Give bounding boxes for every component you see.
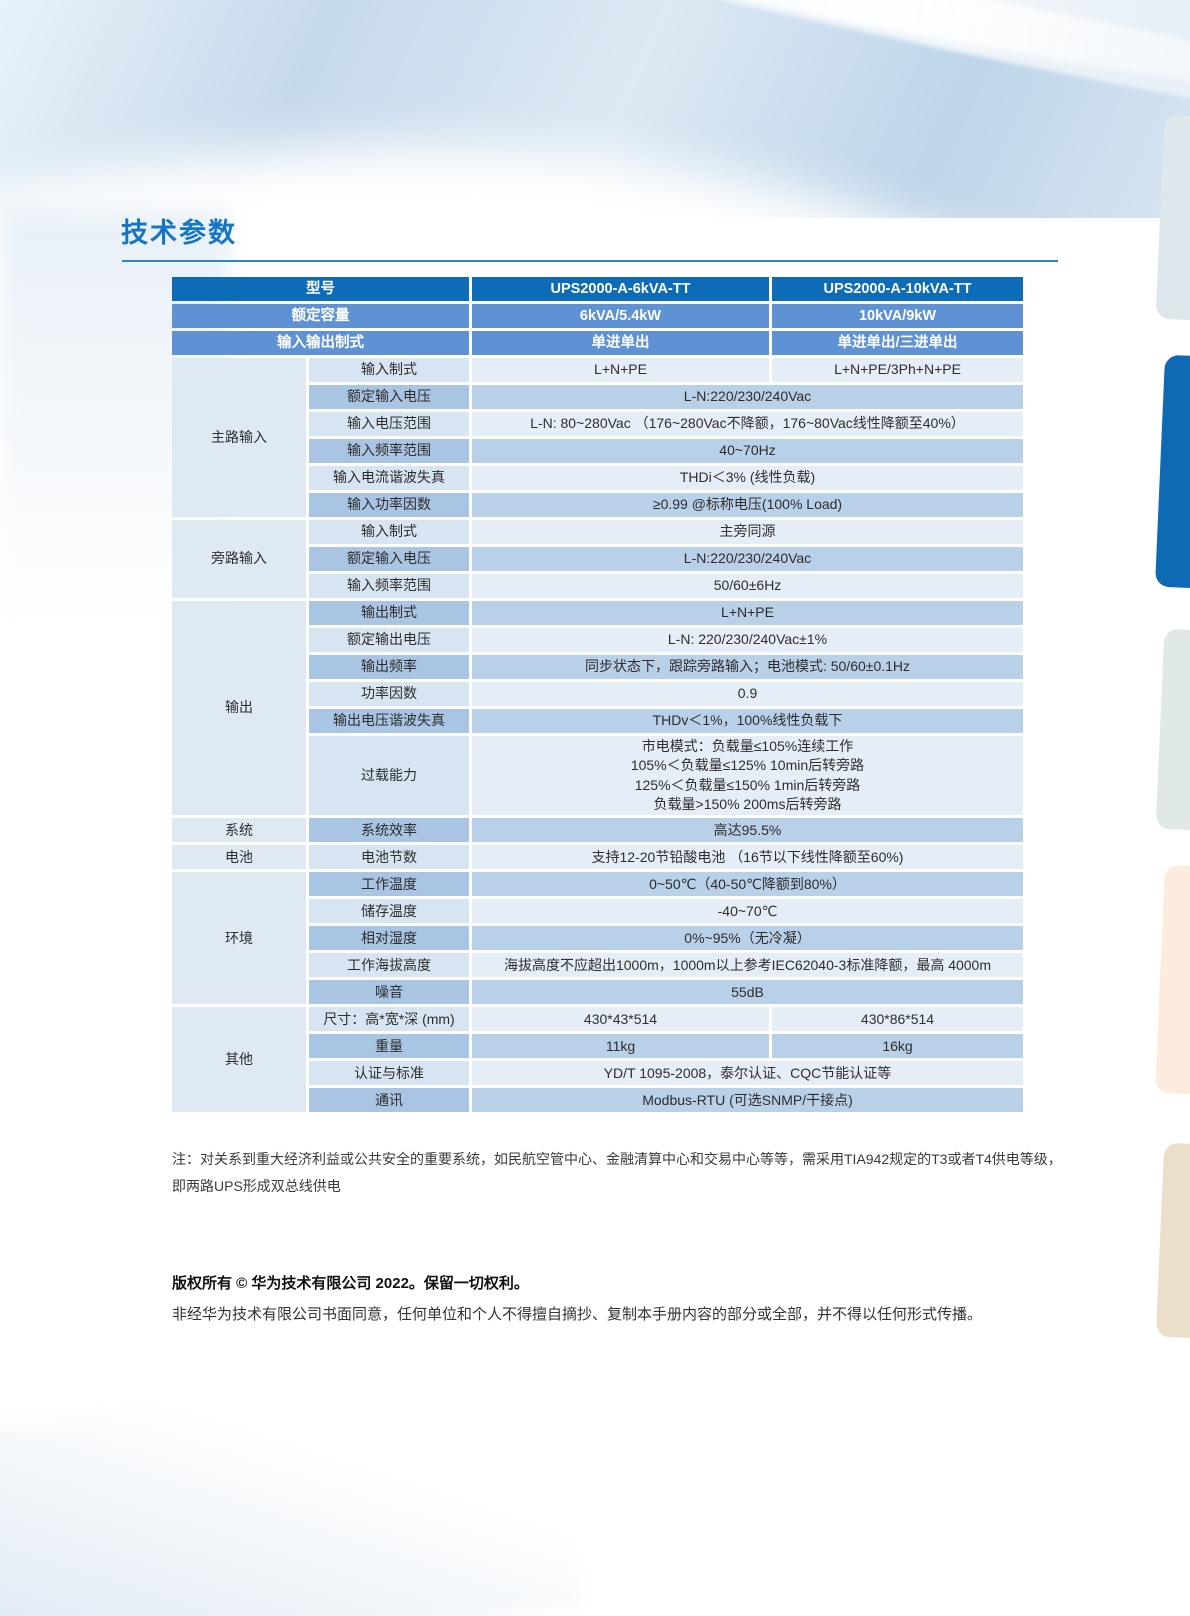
table-param-cell: 过载能力 [309, 736, 469, 816]
table-value-cell: L-N:220/230/240Vac [472, 547, 1023, 571]
table-header-model-2: UPS2000-A-10kVA-TT [772, 277, 1023, 301]
table-value-cell: THDi＜3% (线性负载) [472, 466, 1023, 490]
side-tab-decor-5 [1155, 1142, 1190, 1340]
table-param-cell: 额定输入电压 [309, 547, 469, 571]
table-value-cell: 430*86*514 [772, 1007, 1023, 1032]
table-param-cell: 输出制式 [309, 601, 469, 625]
table-value-cell: 50/60±6Hz [472, 574, 1023, 598]
table-param-cell: 输入功率因数 [309, 493, 469, 517]
table-header-model-2: 10kVA/9kW [772, 304, 1023, 328]
table-value-cell: L+N+PE [472, 601, 1023, 625]
table-param-cell: 功率因数 [309, 682, 469, 706]
spec-table-container: 型号 UPS2000-A-6kVA-TT UPS2000-A-10kVA-TT 额定容… [169, 274, 1026, 1115]
table-value-cell: -40~70℃ [472, 899, 1023, 924]
table-header-model-1: UPS2000-A-6kVA-TT [472, 277, 769, 301]
table-value-cell: L+N+PE [472, 358, 769, 382]
banner-white-curve [0, 148, 1190, 218]
table-value-cell: 430*43*514 [472, 1007, 769, 1032]
table-value-cell: L-N:220/230/240Vac [472, 385, 1023, 409]
table-param-cell: 系统效率 [309, 818, 469, 843]
table-value-cell: ≥0.99 @标称电压(100% Load) [472, 493, 1023, 517]
table-param-cell: 输入制式 [309, 520, 469, 544]
table-value-cell: 市电模式：负载量≤105%连续工作 105%＜负载量≤125% 10min后转旁路… [472, 736, 1023, 816]
table-value-cell: 海拔高度不应超出1000m，1000m以上参考IEC62040-3标准降额，最高… [472, 953, 1023, 978]
table-category-cell: 环境 [172, 872, 306, 1005]
table-value-cell: 0%~95%（无冷凝） [472, 926, 1023, 951]
table-param-cell: 输入频率范围 [309, 574, 469, 598]
table-category-cell: 电池 [172, 845, 306, 870]
table-value-cell: YD/T 1095-2008，泰尔认证、CQC节能认证等 [472, 1061, 1023, 1086]
table-category-cell: 主路输入 [172, 358, 306, 517]
table-header-model-1: 6kVA/5.4kW [472, 304, 769, 328]
table-param-cell: 电池节数 [309, 845, 469, 870]
table-param-cell: 工作海拔高度 [309, 953, 469, 978]
side-tab-decor-4 [1155, 864, 1190, 1096]
table-header-label: 额定容量 [172, 304, 469, 328]
table-value-cell: 16kg [772, 1034, 1023, 1059]
table-param-cell: 输入制式 [309, 358, 469, 382]
table-param-cell: 输出频率 [309, 655, 469, 679]
table-value-cell: Modbus-RTU (可选SNMP/干接点) [472, 1088, 1023, 1113]
table-value-cell: 同步状态下，跟踪旁路输入；电池模式: 50/60±0.1Hz [472, 655, 1023, 679]
decorative-banner [0, 0, 1190, 218]
title-underline [122, 260, 1058, 262]
table-value-cell: 0.9 [472, 682, 1023, 706]
table-category-cell: 旁路输入 [172, 520, 306, 598]
table-param-cell: 工作温度 [309, 872, 469, 897]
page-title: 技术参数 [121, 218, 237, 248]
table-value-cell: 11kg [472, 1034, 769, 1059]
table-value-cell: L-N: 220/230/240Vac±1% [472, 628, 1023, 652]
table-param-cell: 重量 [309, 1034, 469, 1059]
side-tab-decor-3 [1155, 628, 1190, 832]
table-param-cell: 储存温度 [309, 899, 469, 924]
table-value-cell: 主旁同源 [472, 520, 1023, 544]
table-param-cell: 尺寸：高*宽*深 (mm) [309, 1007, 469, 1032]
bottom-wisp-decor [0, 1357, 583, 1616]
table-param-cell: 额定输出电压 [309, 628, 469, 652]
copyright-notice: 非经华为技术有限公司书面同意，任何单位和个人不得擅自摘抄、复制本手册内容的部分或… [172, 1306, 983, 1323]
footnote: 注：对关系到重大经济利益或公共安全的重要系统，如民航空管中心、金融清算中心和交易… [172, 1151, 1062, 1194]
table-value-cell: 0~50℃（40-50℃降额到80%） [472, 872, 1023, 897]
table-category-cell: 系统 [172, 818, 306, 843]
table-param-cell: 噪音 [309, 980, 469, 1005]
table-param-cell: 通讯 [309, 1088, 469, 1113]
table-param-cell: 输入频率范围 [309, 439, 469, 463]
table-value-cell: 支持12-20节铅酸电池 （16节以下线性降额至60%) [472, 845, 1023, 870]
table-value-cell: THDv＜1%，100%线性负载下 [472, 709, 1023, 733]
table-param-cell: 认证与标准 [309, 1061, 469, 1086]
table-value-cell: 高达95.5% [472, 818, 1023, 843]
table-header-model-1: 单进单出 [472, 331, 769, 355]
table-header-label: 型号 [172, 277, 469, 301]
table-param-cell: 额定输入电压 [309, 385, 469, 409]
spec-table: 型号 UPS2000-A-6kVA-TT UPS2000-A-10kVA-TT 额定容… [169, 274, 1026, 1115]
table-header-model-2: 单进单出/三进单出 [772, 331, 1023, 355]
table-value-cell: L-N: 80~280Vac （176~280Vac不降额，176~80Vac线… [472, 412, 1023, 436]
table-value-cell: L+N+PE/3Ph+N+PE [772, 358, 1023, 382]
table-header-label: 输入输出制式 [172, 331, 469, 355]
table-value-cell: 40~70Hz [472, 439, 1023, 463]
copyright-line: 版权所有 © 华为技术有限公司 2022。保留一切权利。 [172, 1275, 529, 1292]
table-category-cell: 输出 [172, 601, 306, 816]
table-param-cell: 输入电流谐波失真 [309, 466, 469, 490]
table-category-cell: 其他 [172, 1007, 306, 1113]
table-value-cell: 55dB [472, 980, 1023, 1005]
side-tab-decor-2 [1154, 354, 1190, 590]
table-param-cell: 输出电压谐波失真 [309, 709, 469, 733]
table-param-cell: 相对湿度 [309, 926, 469, 951]
table-param-cell: 输入电压范围 [309, 412, 469, 436]
